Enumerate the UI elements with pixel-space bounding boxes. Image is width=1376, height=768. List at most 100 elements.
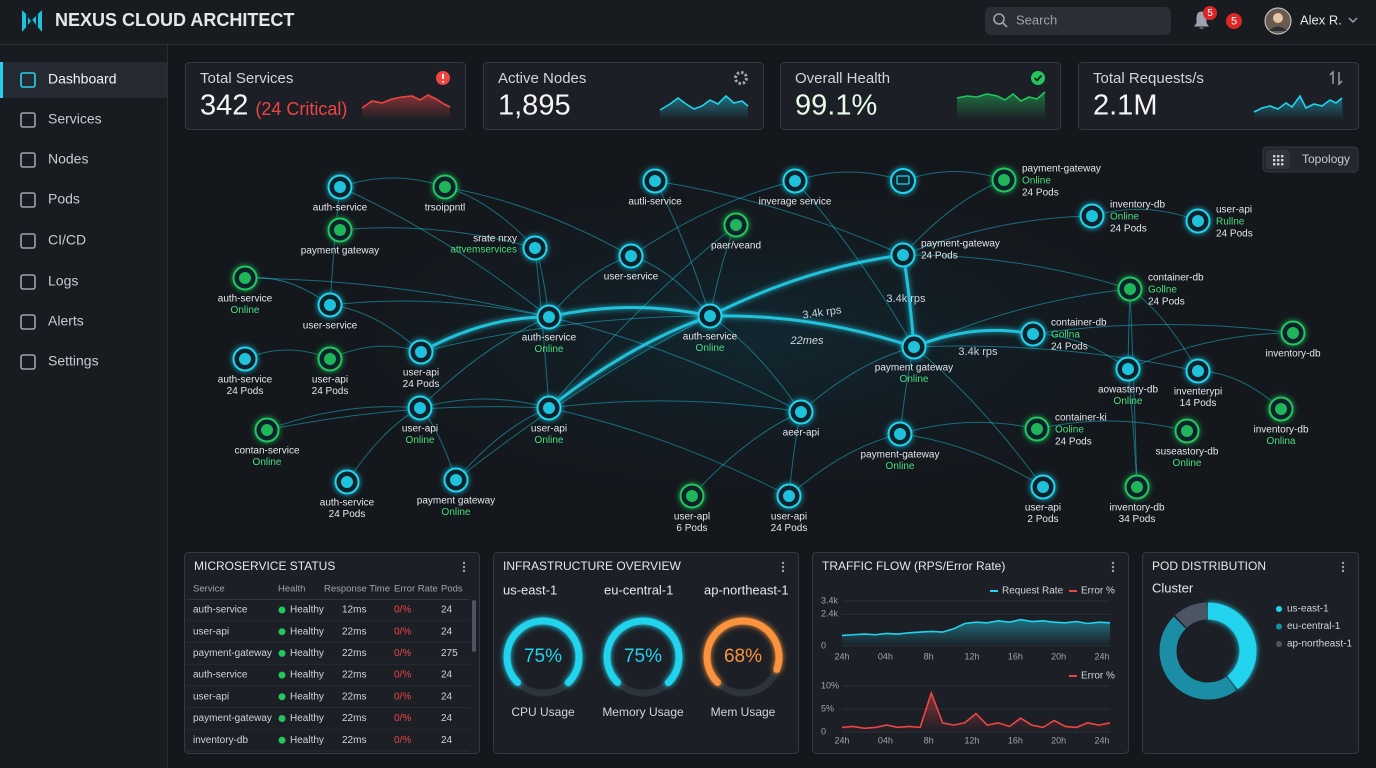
nav-item[interactable]: Alerts [20, 313, 84, 330]
topology-node[interactable]: user-service [604, 243, 659, 283]
region-name: us-east-1 [503, 582, 557, 597]
table-row[interactable]: payment-gateway Healthy 22ms 0/% 24 [186, 713, 470, 730]
nav-item[interactable]: Logs [20, 273, 78, 290]
panel-menu-dot[interactable] [1111, 561, 1115, 565]
topology-edge [266, 406, 421, 431]
table-row[interactable]: user-api Healthy 22ms 0/% 24 [186, 691, 470, 709]
topology-icon [1277, 159, 1280, 162]
panel-menu-dot[interactable] [781, 561, 785, 565]
topology-node[interactable]: inverage service [759, 168, 832, 208]
chevron[interactable] [1348, 17, 1358, 24]
topology-icon [1273, 155, 1276, 158]
table-cell: 24 [441, 735, 453, 746]
topology-button-label: Topology [1302, 152, 1350, 166]
nav-label: CI/CD [48, 232, 86, 248]
search-box[interactable] [985, 7, 1171, 35]
node-label: user-api [1025, 503, 1061, 514]
node-label: inventory-db [1110, 200, 1165, 211]
panel-menu-dot[interactable] [1341, 561, 1345, 565]
topology-button[interactable]: Topology [1262, 146, 1359, 173]
topology-node[interactable]: user-service [303, 292, 358, 332]
topology-node [890, 168, 916, 194]
nav-item[interactable]: CI/CD [20, 232, 86, 249]
brand: NEXUS CLOUD ARCHITECT [55, 10, 294, 30]
table-cell: 0/% [394, 626, 411, 637]
nav-item[interactable]: Settings [20, 353, 99, 370]
topology-node[interactable]: paer/veand [711, 212, 761, 252]
topology-glow [200, 130, 1320, 550]
table-row[interactable]: auth-service Healthy 22ms 0/% 24 [186, 670, 470, 687]
table-row[interactable]: auth-service Healthy 12ms 0/% 24 [186, 605, 470, 622]
topology-edge [1036, 420, 1188, 432]
nav-item[interactable]: Pods [20, 191, 80, 208]
table-header: Pods [441, 584, 463, 595]
node-core [789, 175, 801, 187]
topology-node[interactable]: trsoippntl [425, 174, 466, 214]
nav-item[interactable]: Dashboard [0, 62, 167, 98]
node-label: user-api [1216, 205, 1252, 216]
kpi-spark-area [660, 96, 748, 120]
health-dot [278, 715, 286, 722]
table-row[interactable]: inventory-db Healthy 22ms 0/% 24 [186, 735, 470, 752]
nav-item[interactable]: Services [20, 111, 102, 128]
donut-segment [1159, 602, 1257, 700]
table-row[interactable]: user-api Healthy 22ms 0/% 24 [186, 626, 470, 643]
scrollbar[interactable] [472, 600, 476, 652]
topology-node[interactable]: autli-service [628, 168, 682, 208]
search-field[interactable] [985, 7, 1171, 35]
nav-item[interactable]: Nodes [20, 151, 88, 168]
node-core [704, 310, 716, 322]
node-label: user-api [403, 368, 439, 379]
table-cell: 24 [441, 670, 453, 681]
node-core [341, 476, 353, 488]
nav-icon [20, 72, 36, 88]
x-tick-label: 12h [964, 735, 979, 745]
topology-node[interactable]: inventory-db [1265, 320, 1321, 360]
panel-menu-dot[interactable] [462, 561, 466, 565]
topology-node[interactable]: aeer-api [783, 399, 820, 439]
node-core [730, 219, 742, 231]
topology-node[interactable]: payment gateway [301, 217, 379, 257]
node-label: user-api [771, 512, 807, 523]
node-core [324, 299, 336, 311]
node-label: user-api [402, 424, 438, 435]
node-pods: 24 Pods [1051, 342, 1088, 353]
badge[interactable] [1226, 13, 1242, 29]
x-tick-label: 20h [1051, 651, 1066, 661]
topology-node[interactable]: auth-service [313, 174, 368, 214]
table-row[interactable]: payment-gateway Healthy 22ms 0/% 275 [186, 648, 470, 665]
nav-label: Dashboard [48, 71, 117, 87]
x-tick-label: 20h [1051, 735, 1066, 745]
table-cell: 0/% [394, 605, 411, 616]
sidebar [0, 45, 167, 768]
